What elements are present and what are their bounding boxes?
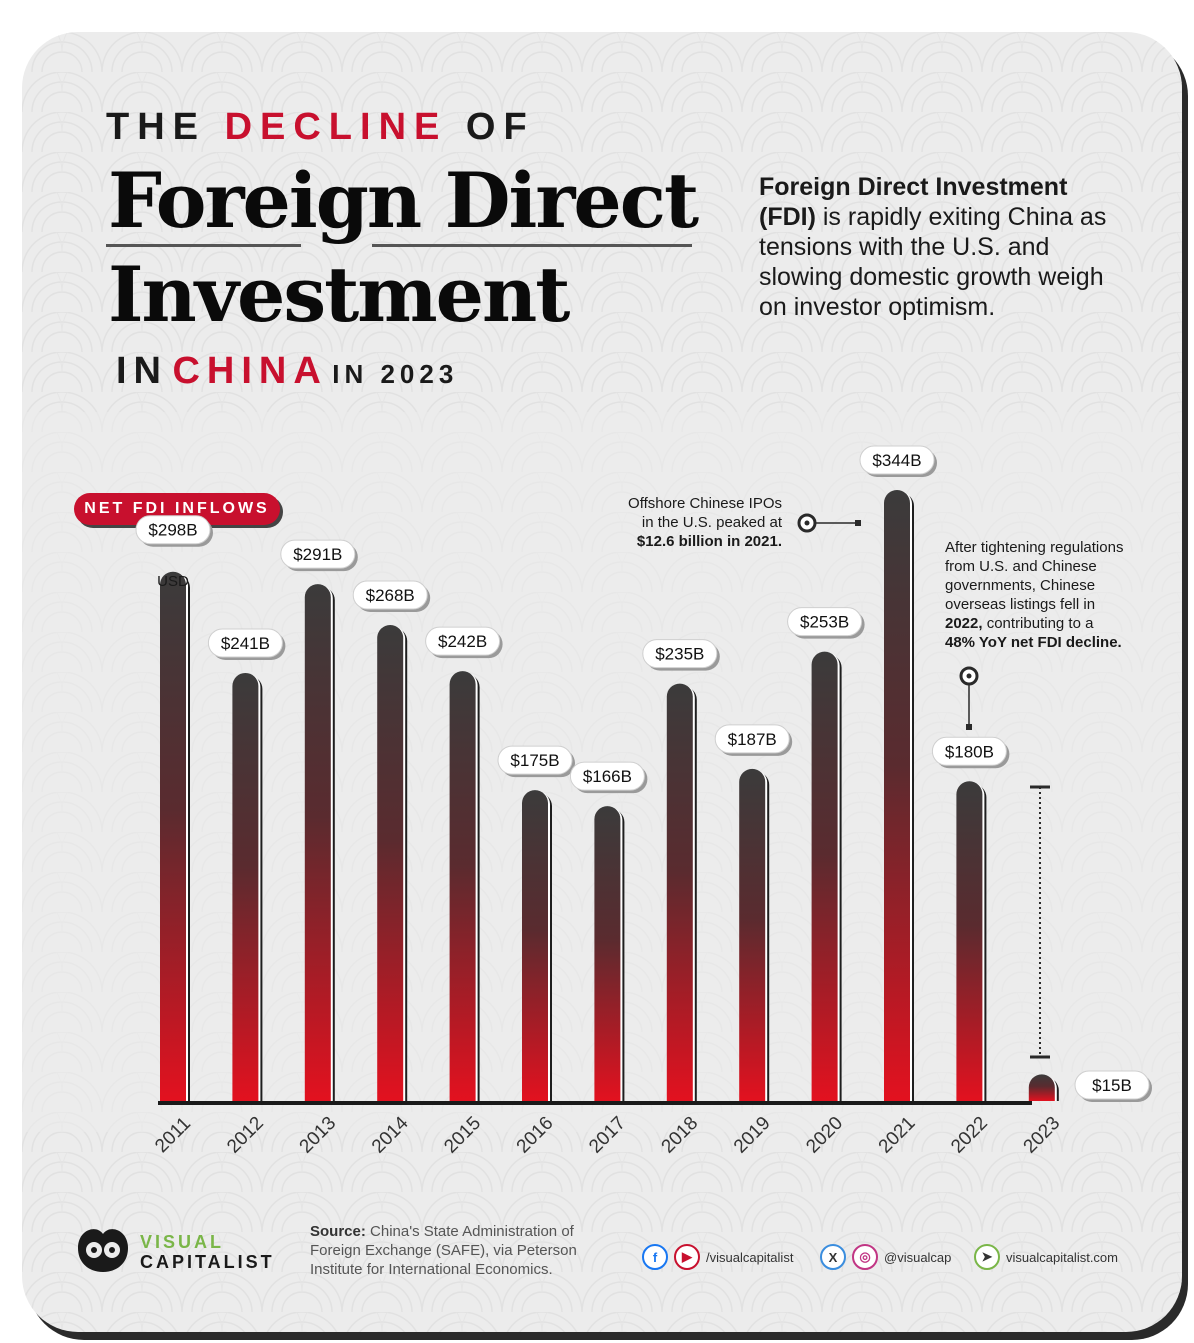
value-label-2020: $253B [787, 607, 865, 639]
instagram-icon[interactable]: ◎ [852, 1244, 878, 1270]
x-tick-label: 2018 [658, 1113, 703, 1158]
youtube-icon[interactable]: ▶ [674, 1244, 700, 1270]
value-label-2015: $242B [425, 626, 503, 659]
bar-2011 [160, 571, 186, 1101]
x-tick-label: 2016 [513, 1113, 558, 1158]
ipo-annotation: Offshore Chinese IPOs in the U.S. peaked… [628, 495, 782, 550]
social-x-instagram[interactable]: X ◎ @visualcap [820, 1242, 951, 1272]
value-label-2019: $187B [714, 724, 793, 756]
value-label-text: $15B [1092, 1076, 1132, 1095]
x-tick-label: 2017 [585, 1113, 630, 1158]
bar-2019 [739, 768, 766, 1101]
cursor-icon[interactable]: ➤ [974, 1244, 1000, 1270]
value-label-text: $253B [800, 613, 849, 632]
social-handle-1[interactable]: /visualcapitalist [706, 1249, 794, 1265]
value-label-text: $241B [221, 634, 270, 653]
x-tick-label: 2014 [368, 1112, 413, 1157]
value-label-2021: $344B [859, 445, 937, 477]
value-label-2016: $175B [497, 745, 575, 778]
bar-2015 [449, 671, 476, 1101]
value-label-text: $344B [872, 451, 921, 470]
source-note: Source: China's State Administration of … [310, 1223, 577, 1278]
title-line-1: THE DECLINE OF [106, 106, 535, 148]
bar-2013 [304, 584, 331, 1101]
x-tick-label: 2023 [1020, 1113, 1065, 1158]
social-website[interactable]: ➤ visualcapitalist.com [974, 1242, 1118, 1272]
value-label-2013: $291B [280, 539, 358, 572]
x-tick-label: 2011 [151, 1113, 195, 1157]
brand-wordmark: VISUAL CAPITALIST [140, 1232, 275, 1272]
bar-2017 [594, 806, 621, 1101]
value-label-text: $235B [655, 645, 704, 664]
value-label-text: $298B [148, 521, 197, 540]
x-tick-label: 2021 [875, 1113, 920, 1158]
bar-2016 [522, 790, 548, 1101]
infographic-card [22, 32, 1182, 1332]
value-label-2011: $298B [135, 515, 213, 547]
title-rule-right [372, 244, 692, 247]
social-facebook-youtube[interactable]: f ▶ /visualcapitalist [642, 1242, 793, 1272]
value-label-text: $187B [728, 730, 777, 749]
x-icon[interactable]: X [820, 1244, 846, 1270]
bar-2021 [884, 490, 910, 1101]
bar-2022 [956, 781, 983, 1101]
x-tick-label: 2012 [223, 1113, 268, 1158]
title-line-2: Foreign Direct [108, 156, 699, 245]
value-label-2018: $235B [642, 639, 720, 671]
bar-2014 [377, 624, 404, 1101]
value-label-2017: $166B [569, 761, 648, 794]
social-handle-2[interactable]: @visualcap [884, 1249, 952, 1265]
value-label-text: $166B [583, 767, 632, 786]
value-label-text: $268B [366, 586, 415, 605]
bar-chart: $298B $241B $291B $268B $242B $175B $166B $235B… [135, 445, 1152, 1158]
title-line-4: IN CHINA IN 2023 [116, 350, 459, 392]
value-label-2022: $180B [931, 736, 1010, 769]
unit-label: USD [157, 573, 189, 590]
website-link[interactable]: visualcapitalist.com [1006, 1249, 1118, 1265]
x-tick-label: 2022 [947, 1113, 992, 1158]
value-label-text: $180B [945, 742, 994, 761]
value-label-text: $175B [510, 751, 559, 770]
visual-capitalist-logo-icon [78, 1229, 128, 1272]
title-rule-left [106, 244, 301, 247]
bar-2012 [232, 672, 259, 1101]
decline-bracket [1030, 785, 1050, 1059]
facebook-icon[interactable]: f [642, 1244, 668, 1270]
bar-2023 [1028, 1074, 1055, 1101]
value-label-text: $291B [293, 545, 342, 564]
bar-2018 [666, 683, 693, 1101]
x-tick-label: 2013 [296, 1113, 341, 1158]
value-label-2023: $15B [1074, 1070, 1152, 1102]
value-label-2014: $268B [352, 580, 431, 612]
title-line-3: Investment [108, 250, 570, 339]
intro-text: Foreign Direct Investment (FDI) is rapid… [759, 173, 1107, 321]
value-label-2012: $241B [207, 628, 286, 660]
listings-annotation: After tightening regulations from U.S. a… [945, 539, 1124, 651]
x-tick-label: 2015 [440, 1113, 485, 1158]
x-tick-label: 2019 [730, 1113, 775, 1158]
value-label-text: $242B [438, 632, 487, 651]
background-pattern [22, 32, 1182, 1332]
x-tick-label: 2020 [802, 1113, 847, 1158]
bar-2020 [811, 651, 838, 1101]
